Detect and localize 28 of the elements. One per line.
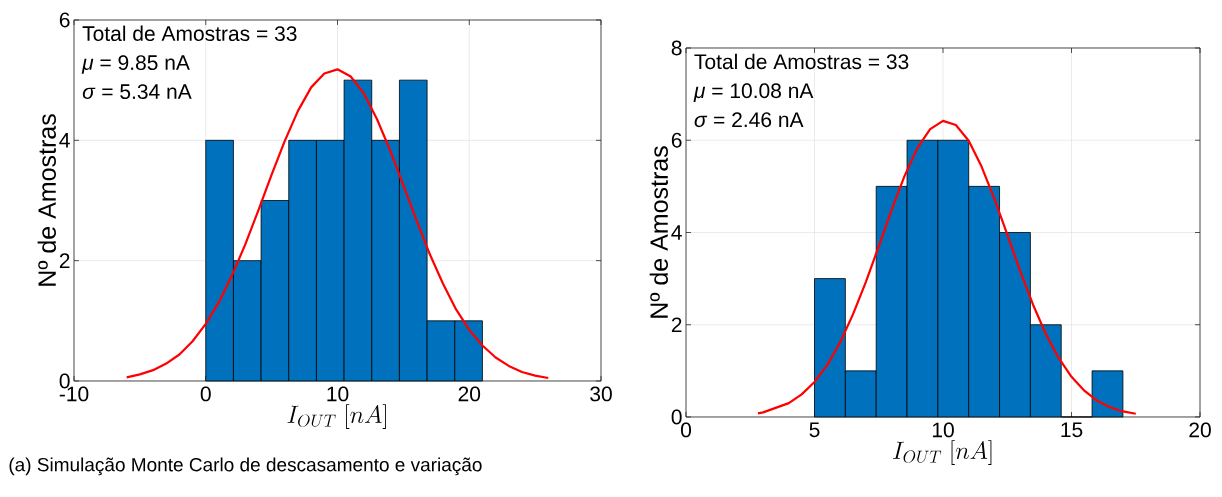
annotation: Total de Amostras = 33: [694, 53, 909, 70]
annotation: σ = 5.34 nA: [82, 84, 192, 100]
y-tick-label: 0: [671, 409, 682, 425]
y-tick-label: 2: [671, 317, 682, 333]
y-tick-label: 6: [671, 132, 682, 148]
x-tick-label: 20: [458, 386, 481, 402]
x-tick-label: 10: [327, 386, 349, 402]
annotation: μ = 9.85 nA: [81, 55, 190, 74]
y-axis-title: Nº de Amostras: [649, 146, 668, 318]
y-tick-label: 6: [59, 12, 70, 28]
y-tick-label: 2: [59, 253, 70, 268]
x-tick-label: 0: [200, 386, 211, 402]
annotation: μ = 10.08 nA: [693, 83, 814, 102]
y-tick-label: 8: [671, 40, 682, 56]
x-tick-label: 10: [932, 422, 954, 438]
y-axis-title: Nº de Amostras: [37, 114, 56, 286]
x-axis-title: $I_{OUT}\ [nA]$: [893, 440, 992, 465]
x-tick-label: 5: [809, 422, 820, 438]
annotation: σ = 2.46 nA: [694, 112, 804, 128]
x-tick-label: 15: [1061, 422, 1083, 438]
text: (a) Simulação Monte Carlo de descasamento e variação: [9, 457, 482, 476]
y-tick-label: 4: [59, 133, 70, 148]
x-tick-label: 20: [1189, 422, 1211, 438]
x-tick-label: 0: [681, 422, 692, 438]
y-tick-label: 4: [671, 225, 682, 240]
annotation: Total de Amostras = 33: [82, 25, 297, 42]
x-tick-label: 30: [590, 386, 612, 402]
x-axis-title: $I_{OUT}\ [nA]$: [287, 404, 386, 429]
